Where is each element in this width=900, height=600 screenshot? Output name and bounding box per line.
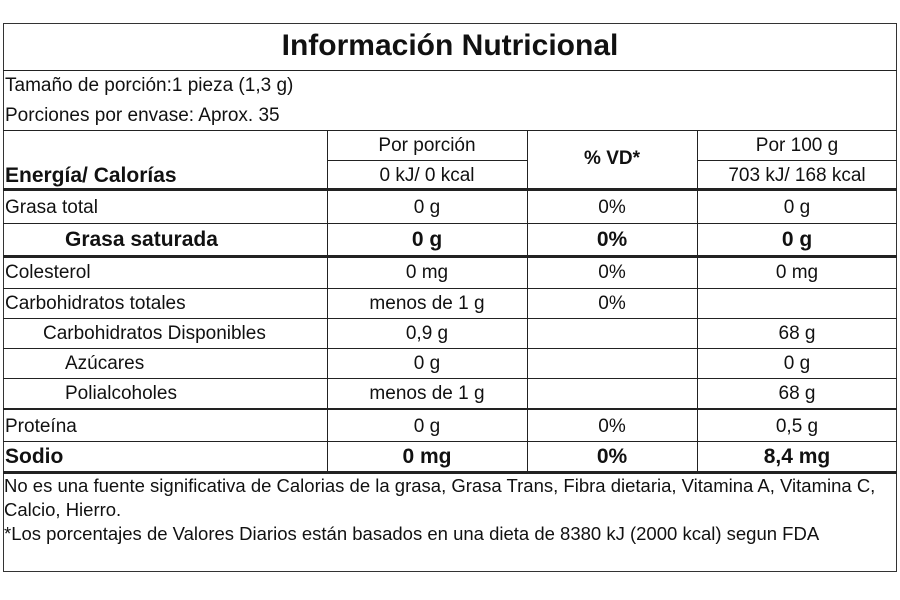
nutrition-label: [3, 23, 897, 572]
nutrient-value: 0,5 g: [775, 415, 819, 437]
serving-size: Tamaño de porción:1 pieza (1,3 g): [5, 75, 294, 96]
servings: Porciones por envase: Aprox. 35: [5, 105, 280, 126]
title: Información Nutricional: [281, 29, 619, 62]
nutrient-value: 0%: [596, 228, 628, 251]
nutrient-value: 0 mg: [402, 445, 452, 468]
nutrient-value: 68 g: [778, 383, 816, 404]
rule: [327, 130, 328, 471]
nutrient-value: 0%: [598, 293, 626, 314]
nutrient-value: menos de 1 g: [369, 293, 485, 314]
nutrient-value: 8,4 mg: [763, 445, 831, 468]
rule: [3, 223, 897, 224]
column-header: % VD*: [584, 148, 640, 169]
nutrient-value: 0%: [598, 262, 626, 283]
nutrient-value: 0 g: [413, 353, 441, 374]
rule: [3, 441, 897, 442]
rule: [3, 288, 897, 289]
nutrient-value: 0%: [596, 445, 628, 468]
column-header: Por porción: [378, 135, 476, 156]
rule: [3, 348, 897, 349]
nutrient-value: 68 g: [778, 323, 816, 344]
rule: [3, 318, 897, 319]
nutrient-value: 0,9 g: [405, 323, 449, 344]
nutrient-name: Sodio: [5, 445, 64, 468]
rule: [3, 378, 897, 379]
nutrient-name: Polialcoholes: [65, 383, 177, 404]
nutrient-value: 0 mg: [405, 262, 449, 283]
nutrient-value: 0%: [598, 415, 626, 437]
rule: [697, 130, 698, 471]
nutrient-name: Proteína: [5, 415, 77, 437]
nutrient-value: 0 g: [783, 353, 811, 374]
rule: [3, 130, 897, 131]
nutrient-value: 0 g: [413, 197, 441, 218]
nutrient-name: Grasa saturada: [65, 228, 218, 251]
footnote: No es una fuente significativa de Calori…: [4, 475, 876, 520]
rule: [3, 471, 897, 474]
rule: [3, 70, 897, 71]
rule: [3, 408, 897, 410]
nutrient-value: 0 g: [781, 228, 813, 251]
energy-value: 703 kJ/ 168 kcal: [728, 165, 866, 186]
rule: [527, 130, 528, 471]
nutrient-value: 0 g: [413, 415, 441, 437]
rule: [697, 160, 897, 161]
energy-label: Energía/ Calorías: [5, 164, 177, 187]
rule: [327, 160, 527, 161]
nutrient-value: 0%: [598, 197, 626, 218]
nutrient-value: menos de 1 g: [369, 383, 485, 404]
nutrient-value: 0 g: [783, 197, 811, 218]
nutrient-name: Colesterol: [5, 262, 91, 283]
nutrient-name: Azúcares: [65, 353, 145, 374]
energy-value: 0 kJ/ 0 kcal: [379, 165, 475, 186]
nutrient-name: Grasa total: [5, 197, 98, 218]
nutrient-value: 0 mg: [775, 262, 819, 283]
footnote: *Los porcentajes de Valores Diarios está…: [4, 523, 820, 544]
nutrient-name: Carbohidratos Disponibles: [43, 323, 266, 344]
nutrient-value: 0 g: [411, 228, 443, 251]
rule: [3, 255, 897, 258]
rule: [3, 188, 897, 191]
nutrient-name: Carbohidratos totales: [5, 293, 186, 314]
column-header: Por 100 g: [755, 135, 839, 156]
